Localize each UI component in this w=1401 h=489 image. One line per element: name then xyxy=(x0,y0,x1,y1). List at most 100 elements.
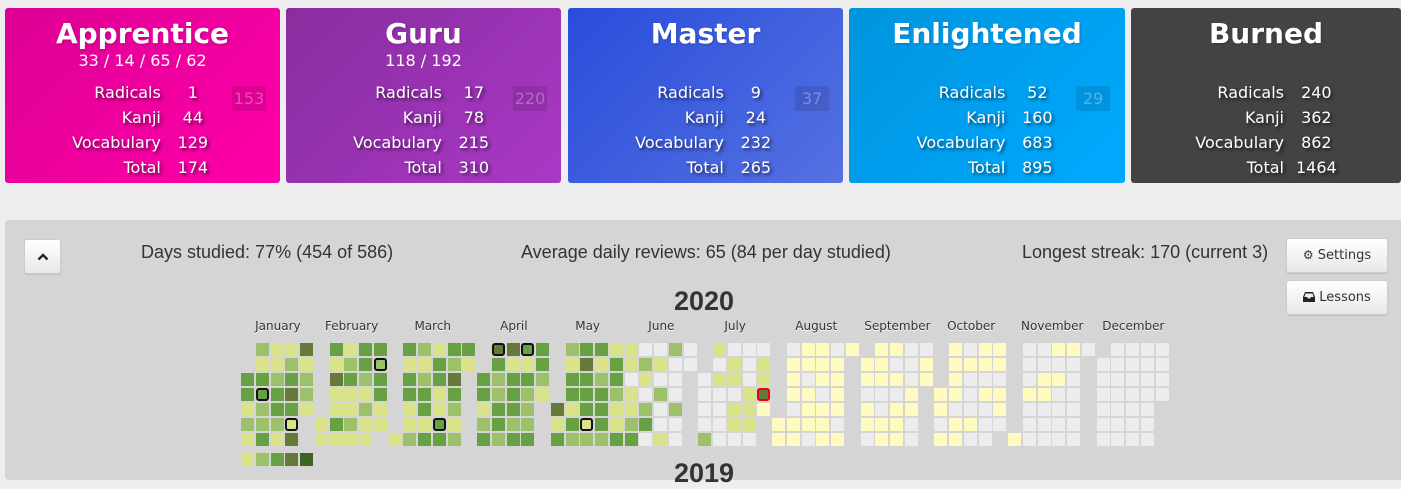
day-cell[interactable] xyxy=(1140,343,1154,356)
day-cell[interactable] xyxy=(949,358,962,371)
day-cell[interactable] xyxy=(786,373,800,386)
day-cell[interactable] xyxy=(536,388,549,401)
day-cell[interactable] xyxy=(831,403,844,416)
day-cell[interactable] xyxy=(329,418,343,431)
day-cell[interactable] xyxy=(1037,388,1051,401)
day-cell[interactable] xyxy=(418,343,431,356)
day-cell[interactable] xyxy=(890,418,903,431)
day-cell[interactable] xyxy=(698,403,712,416)
day-cell[interactable] xyxy=(462,343,476,356)
day-cell[interactable] xyxy=(1052,343,1066,356)
day-cell[interactable] xyxy=(521,358,535,371)
day-cell[interactable] xyxy=(536,373,549,386)
day-cell[interactable] xyxy=(447,343,461,356)
day-cell[interactable] xyxy=(359,358,372,371)
day-cell[interactable] xyxy=(491,403,505,416)
day-cell[interactable] xyxy=(978,373,992,386)
day-cell[interactable] xyxy=(388,433,402,446)
day-cell[interactable] xyxy=(1037,418,1051,431)
day-cell[interactable] xyxy=(757,373,771,386)
day-cell[interactable] xyxy=(580,358,594,371)
day-cell[interactable] xyxy=(506,343,520,356)
day-cell[interactable] xyxy=(609,373,623,386)
day-cell[interactable] xyxy=(580,388,594,401)
day-cell[interactable] xyxy=(255,433,269,446)
day-cell[interactable] xyxy=(270,433,284,446)
day-cell[interactable] xyxy=(875,418,889,431)
day-cell[interactable] xyxy=(801,433,815,446)
day-cell[interactable] xyxy=(359,343,372,356)
day-cell[interactable] xyxy=(359,403,372,416)
day-cell[interactable] xyxy=(860,433,874,446)
day-cell[interactable] xyxy=(300,373,313,386)
day-cell[interactable] xyxy=(727,388,741,401)
day-cell[interactable] xyxy=(1022,433,1036,446)
day-cell[interactable] xyxy=(270,343,284,356)
day-cell[interactable] xyxy=(698,373,712,386)
day-cell[interactable] xyxy=(491,358,505,371)
day-cell[interactable] xyxy=(432,433,446,446)
day-cell[interactable] xyxy=(978,418,992,431)
day-cell[interactable] xyxy=(373,418,387,431)
day-cell[interactable] xyxy=(373,373,387,386)
day-cell[interactable] xyxy=(344,373,358,386)
day-cell[interactable] xyxy=(727,403,741,416)
day-cell[interactable] xyxy=(963,403,977,416)
day-cell[interactable] xyxy=(1155,343,1169,356)
day-cell[interactable] xyxy=(698,418,712,431)
day-cell[interactable] xyxy=(919,343,933,356)
day-cell[interactable] xyxy=(1155,388,1169,401)
day-cell[interactable] xyxy=(890,388,903,401)
day-cell[interactable] xyxy=(1126,403,1139,416)
day-cell[interactable] xyxy=(1126,343,1139,356)
day-cell[interactable] xyxy=(1111,373,1125,386)
day-cell[interactable] xyxy=(831,433,844,446)
day-cell[interactable] xyxy=(1052,433,1066,446)
day-cell[interactable] xyxy=(1022,343,1036,356)
day-cell[interactable] xyxy=(491,388,505,401)
day-cell[interactable] xyxy=(654,343,667,356)
day-cell[interactable] xyxy=(624,388,638,401)
day-cell[interactable] xyxy=(329,388,343,401)
day-cell[interactable] xyxy=(654,358,667,371)
day-cell[interactable] xyxy=(536,343,549,356)
day-cell[interactable] xyxy=(580,343,594,356)
day-cell[interactable] xyxy=(668,343,682,356)
day-cell[interactable] xyxy=(831,373,844,386)
day-cell[interactable] xyxy=(816,343,830,356)
day-cell[interactable] xyxy=(1126,373,1139,386)
day-cell[interactable] xyxy=(904,418,918,431)
day-cell[interactable] xyxy=(344,343,358,356)
day-cell[interactable] xyxy=(904,358,918,371)
day-cell[interactable] xyxy=(521,403,535,416)
day-cell[interactable] xyxy=(698,388,712,401)
day-cell[interactable] xyxy=(949,343,962,356)
day-cell[interactable] xyxy=(285,358,299,371)
day-cell[interactable] xyxy=(418,418,431,431)
day-cell[interactable] xyxy=(285,388,299,401)
day-cell[interactable] xyxy=(1096,433,1110,446)
day-cell[interactable] xyxy=(403,358,417,371)
day-cell[interactable] xyxy=(373,388,387,401)
day-cell[interactable] xyxy=(934,433,948,446)
day-cell[interactable] xyxy=(845,343,859,356)
day-cell[interactable] xyxy=(432,418,446,431)
day-cell[interactable] xyxy=(285,433,299,446)
collapse-button[interactable] xyxy=(24,239,61,274)
day-cell[interactable] xyxy=(1096,403,1110,416)
day-cell[interactable] xyxy=(890,373,903,386)
day-cell[interactable] xyxy=(359,388,372,401)
day-cell[interactable] xyxy=(1096,358,1110,371)
day-cell[interactable] xyxy=(772,433,785,446)
day-cell[interactable] xyxy=(639,418,653,431)
day-cell[interactable] xyxy=(949,418,962,431)
day-cell[interactable] xyxy=(270,418,284,431)
day-cell[interactable] xyxy=(786,403,800,416)
day-cell[interactable] xyxy=(403,373,417,386)
day-cell[interactable] xyxy=(1140,373,1154,386)
day-cell[interactable] xyxy=(713,388,726,401)
day-cell[interactable] xyxy=(816,388,830,401)
day-cell[interactable] xyxy=(757,403,771,416)
day-cell[interactable] xyxy=(1052,418,1066,431)
day-cell[interactable] xyxy=(668,388,682,401)
